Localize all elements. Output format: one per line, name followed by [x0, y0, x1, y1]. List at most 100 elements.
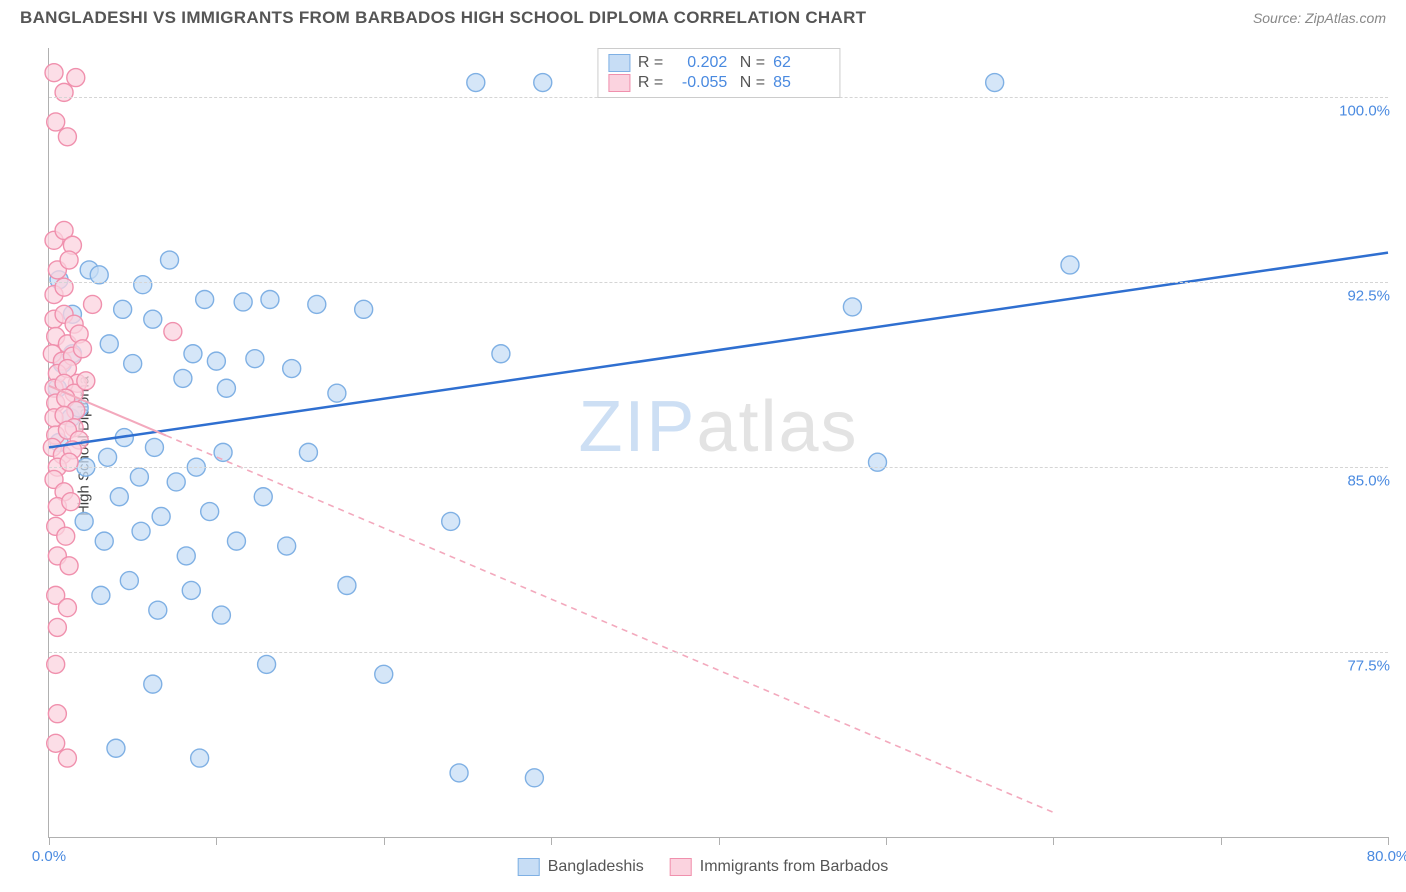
chart-title: BANGLADESHI VS IMMIGRANTS FROM BARBADOS … [20, 8, 866, 28]
data-point [843, 298, 861, 316]
legend-item: Immigrants from Barbados [670, 858, 889, 876]
data-point [55, 278, 73, 296]
data-point [48, 705, 66, 723]
gridline [49, 652, 1388, 653]
data-point [100, 335, 118, 353]
data-point [58, 749, 76, 767]
data-point [184, 345, 202, 363]
x-tick-label: 0.0% [32, 848, 66, 865]
data-point [110, 488, 128, 506]
legend-item: Bangladeshis [518, 858, 644, 876]
data-point [164, 323, 182, 341]
data-point [48, 618, 66, 636]
data-point [58, 128, 76, 146]
y-tick-label: 85.0% [1341, 473, 1390, 490]
legend-row: R =-0.055 N =85 [608, 73, 829, 93]
correlation-legend: R =0.202 N =62R =-0.055 N =85 [597, 48, 840, 98]
data-point [207, 352, 225, 370]
data-point [308, 295, 326, 313]
data-point [60, 453, 78, 471]
data-point [120, 572, 138, 590]
data-point [57, 527, 75, 545]
data-point [869, 453, 887, 471]
data-point [174, 369, 192, 387]
x-tick [719, 837, 720, 845]
x-tick [384, 837, 385, 845]
legend-r-value: 0.202 [671, 54, 727, 72]
x-tick [216, 837, 217, 845]
data-point [47, 655, 65, 673]
data-point [58, 599, 76, 617]
plot-area: ZIPatlas R =0.202 N =62R =-0.055 N =85 7… [48, 48, 1388, 838]
data-point [246, 350, 264, 368]
data-point [107, 739, 125, 757]
legend-swatch [670, 858, 692, 876]
gridline [49, 467, 1388, 468]
data-point [132, 522, 150, 540]
data-point [60, 557, 78, 575]
gridline [49, 282, 1388, 283]
data-point [124, 355, 142, 373]
data-point [328, 384, 346, 402]
chart-source: Source: ZipAtlas.com [1253, 10, 1386, 26]
data-point [254, 488, 272, 506]
data-point [114, 300, 132, 318]
x-tick [49, 837, 50, 845]
data-point [145, 438, 163, 456]
data-point [375, 665, 393, 683]
data-point [144, 675, 162, 693]
data-point [177, 547, 195, 565]
legend-label: Immigrants from Barbados [700, 858, 889, 876]
x-tick [1053, 837, 1054, 845]
legend-n-value: 85 [773, 74, 829, 92]
data-point [234, 293, 252, 311]
x-tick [1388, 837, 1389, 845]
data-point [283, 360, 301, 378]
data-point [67, 69, 85, 87]
data-point [525, 769, 543, 787]
legend-swatch [608, 74, 630, 92]
data-point [217, 379, 235, 397]
data-point [144, 310, 162, 328]
data-point [201, 503, 219, 521]
data-point [47, 113, 65, 131]
data-point [442, 512, 460, 530]
trend-line-dashed [166, 436, 1053, 813]
data-point [167, 473, 185, 491]
data-point [84, 295, 102, 313]
legend-n-label: N = [735, 74, 765, 92]
data-point [986, 74, 1004, 92]
data-point [62, 493, 80, 511]
data-point [77, 372, 95, 390]
data-point [134, 276, 152, 294]
data-point [92, 586, 110, 604]
data-point [450, 764, 468, 782]
data-point [467, 74, 485, 92]
data-point [355, 300, 373, 318]
data-point [338, 577, 356, 595]
data-point [299, 443, 317, 461]
data-point [130, 468, 148, 486]
data-point [99, 448, 117, 466]
data-point [278, 537, 296, 555]
y-tick-label: 92.5% [1341, 288, 1390, 305]
x-tick [886, 837, 887, 845]
data-point [73, 340, 91, 358]
legend-row: R =0.202 N =62 [608, 53, 829, 73]
data-point [1061, 256, 1079, 274]
y-tick-label: 100.0% [1333, 103, 1390, 120]
legend-n-label: N = [735, 54, 765, 72]
legend-r-value: -0.055 [671, 74, 727, 92]
data-point [149, 601, 167, 619]
data-point [75, 512, 93, 530]
data-point [55, 83, 73, 101]
data-point [214, 443, 232, 461]
scatter-svg [49, 48, 1388, 837]
x-tick [1221, 837, 1222, 845]
data-point [191, 749, 209, 767]
data-point [261, 290, 279, 308]
legend-swatch [608, 54, 630, 72]
data-point [258, 655, 276, 673]
data-point [212, 606, 230, 624]
data-point [227, 532, 245, 550]
